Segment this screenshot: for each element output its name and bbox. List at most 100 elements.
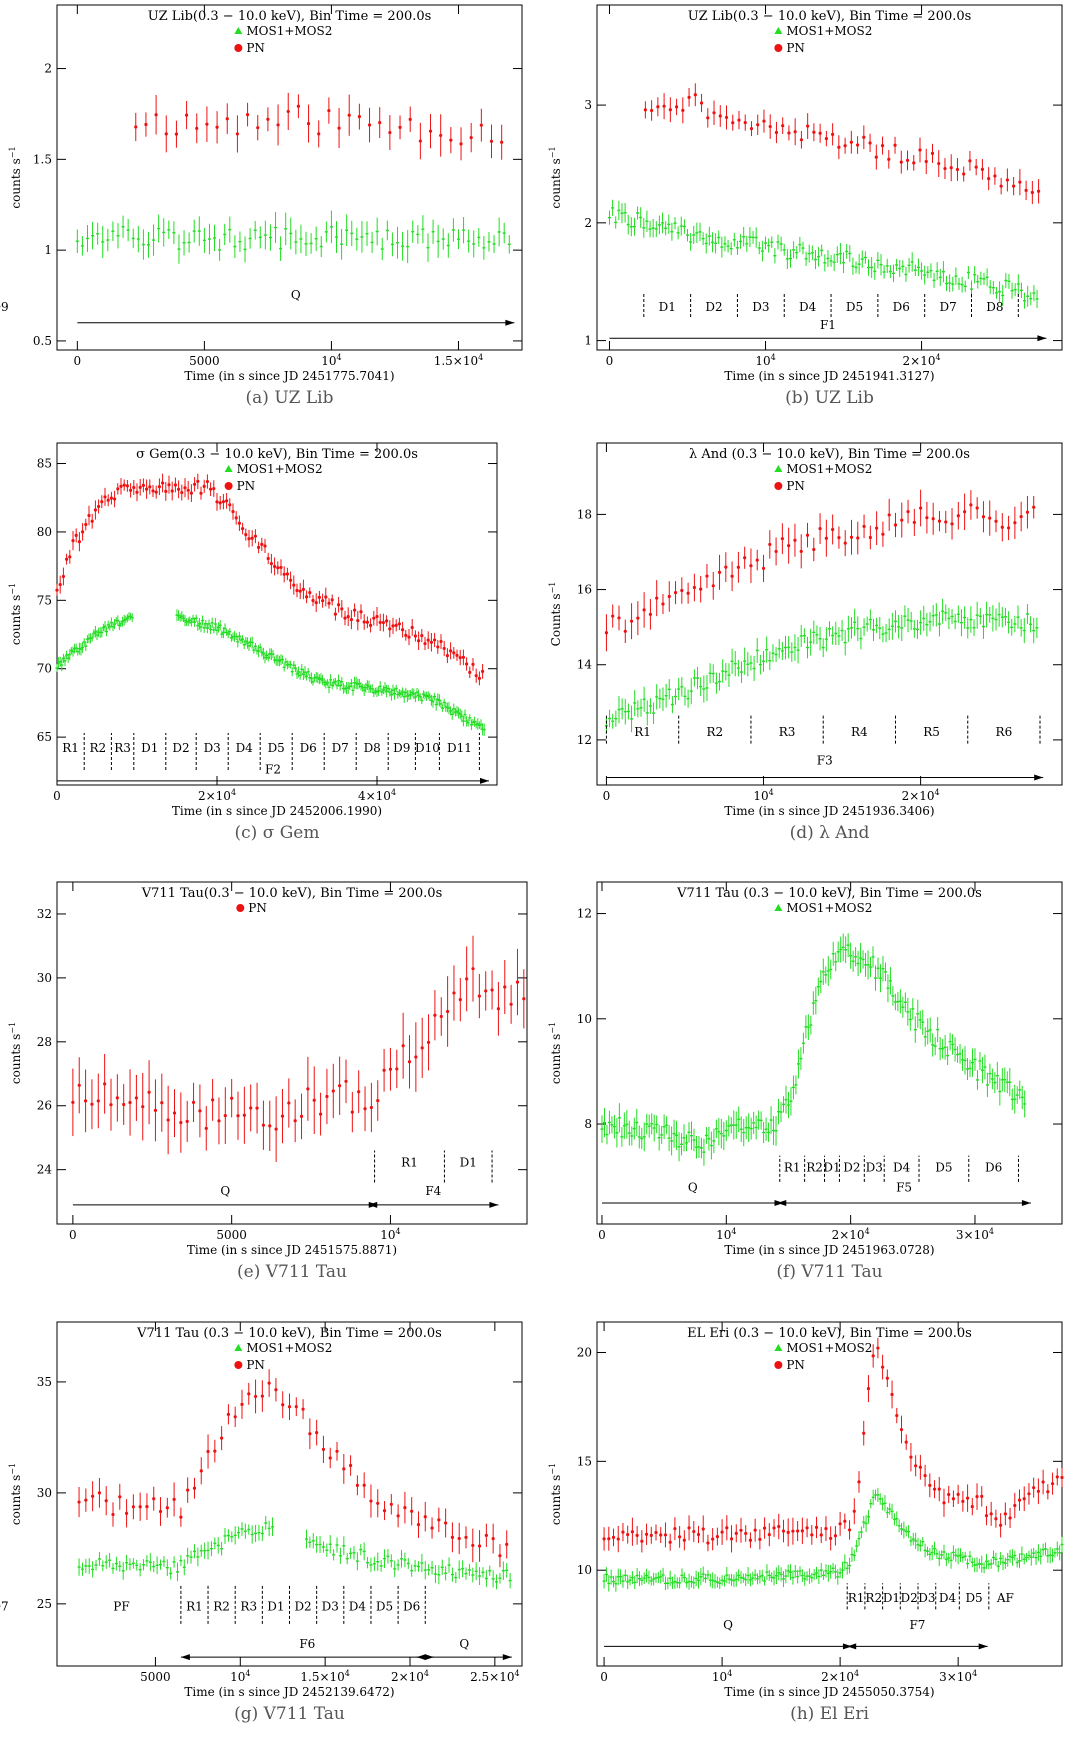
data-point [58, 583, 62, 587]
legend-pn-label: PN [786, 41, 805, 55]
panel-caption: (h) El Eri [790, 1704, 869, 1724]
data-point [1027, 1492, 1031, 1496]
data-point [994, 519, 998, 523]
legend-mos-label: MOS1+MOS2 [246, 24, 332, 38]
data-point [199, 491, 203, 495]
data-point [177, 487, 181, 491]
data-point [793, 130, 797, 134]
data-point [881, 532, 885, 536]
data-point [881, 1365, 885, 1369]
data-point [131, 1505, 135, 1509]
x-axis-label: Time (in s since JD 2451936.3406) [724, 804, 934, 818]
segment-label: R1 [848, 1591, 865, 1605]
plot-frame [56, 4, 523, 351]
phase-arrow-label: F1 [820, 318, 836, 332]
data-point [450, 1535, 455, 1539]
data-point [874, 155, 878, 159]
data-point [616, 1537, 620, 1541]
data-point [312, 1098, 316, 1102]
data-point [220, 1436, 224, 1440]
data-point [791, 1529, 795, 1533]
data-point [236, 1114, 240, 1118]
data-point [458, 656, 462, 660]
segment-label: R2 [806, 1160, 823, 1174]
data-point [333, 612, 337, 616]
data-point [1019, 514, 1023, 519]
series-pn [134, 92, 504, 161]
arrow-head [1021, 1199, 1031, 1206]
data-point [413, 634, 417, 638]
data-point [269, 562, 273, 566]
data-point [260, 542, 264, 546]
data-point [321, 599, 325, 603]
panel-title: V711 Tau (0.3 − 10.0 keV), Bin Time = 20… [136, 1326, 442, 1341]
data-point [1046, 1490, 1050, 1494]
data-point [385, 619, 389, 623]
data-point [449, 649, 453, 653]
segment-label: D7 [0, 1600, 9, 1614]
y-axis-label: counts s−1 [548, 1463, 563, 1525]
data-point [389, 1502, 393, 1506]
y-axis-label: counts s−1 [8, 1463, 23, 1525]
data-point [388, 130, 392, 135]
phase-arrow-label: Q [723, 1618, 733, 1632]
data-point [418, 139, 422, 143]
x-tick-label: 104 [716, 1227, 736, 1242]
data-point [68, 555, 72, 559]
data-point [97, 504, 101, 509]
data-point [192, 1486, 197, 1490]
arrow-head [1034, 774, 1044, 781]
data-point [468, 670, 472, 674]
series-mos [55, 609, 486, 736]
data-point [635, 1533, 639, 1537]
x-tick-label: 5000 [189, 354, 220, 368]
data-point [433, 1013, 437, 1017]
data-point [498, 1554, 502, 1558]
data-point [724, 115, 729, 120]
data-point [372, 616, 376, 620]
data-point [862, 1431, 866, 1435]
data-point [327, 108, 331, 113]
data-point [843, 1519, 847, 1523]
data-point [71, 539, 75, 543]
segment-label: D4 [893, 1160, 911, 1174]
y-tick-label: 24 [37, 1163, 53, 1177]
data-point [285, 572, 289, 576]
data-point [965, 1496, 970, 1500]
data-point [416, 1523, 421, 1527]
data-point [474, 674, 478, 678]
data-point [648, 612, 653, 616]
data-point [113, 497, 117, 501]
plot-frame [56, 1321, 523, 1667]
data-point [711, 584, 715, 588]
data-point [893, 143, 897, 147]
data-point [217, 1119, 221, 1123]
arrow-head [847, 1643, 857, 1650]
data-point [621, 1530, 625, 1534]
data-point [932, 1487, 937, 1491]
x-tick-label: 104 [755, 353, 775, 368]
data-point [799, 549, 803, 553]
data-point [602, 1537, 606, 1541]
data-point [734, 1531, 738, 1535]
data-point [157, 485, 161, 489]
data-point [912, 520, 916, 524]
data-point [84, 1498, 88, 1502]
data-point [195, 126, 199, 130]
segment-label: D5 [965, 1591, 982, 1605]
data-point [943, 166, 947, 171]
data-point [429, 640, 433, 644]
y-tick-label: 70 [37, 662, 52, 676]
segment-label: D8 [986, 300, 1003, 314]
data-point [148, 485, 152, 489]
y-tick-label: 8 [584, 1117, 592, 1131]
data-point [158, 1509, 163, 1514]
data-point [743, 121, 747, 125]
segment-label: R5 [923, 725, 940, 739]
x-tick-label: 104 [321, 353, 341, 368]
data-point [950, 522, 954, 526]
data-point [340, 607, 344, 611]
data-point [833, 1534, 838, 1538]
data-point [378, 620, 382, 625]
data-point [134, 1096, 138, 1100]
